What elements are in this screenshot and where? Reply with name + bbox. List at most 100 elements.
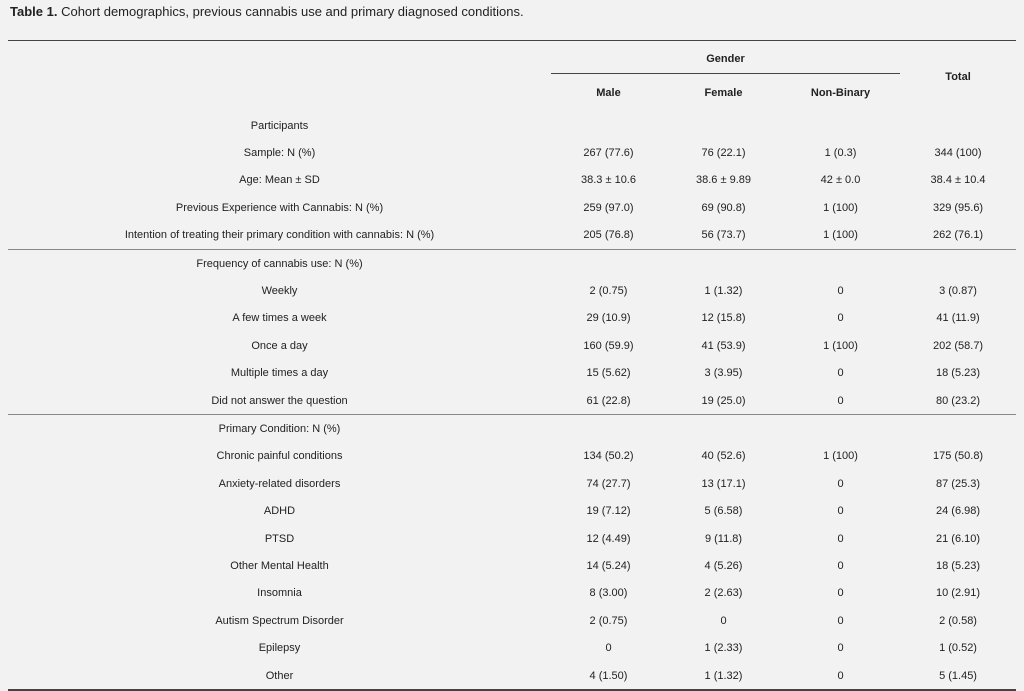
row-label: Once a day bbox=[251, 339, 308, 352]
total-value: 41 (11.9) bbox=[936, 312, 980, 325]
table-row: Chronic painful conditions 134 (50.2) 40 (… bbox=[8, 443, 1016, 470]
female-value: 13 (17.1) bbox=[701, 477, 746, 490]
female-value: 0 bbox=[720, 614, 727, 627]
row-label: Previous Experience with Cannabis: N (%) bbox=[175, 201, 384, 214]
table-row: Anxiety-related disorders 74 (27.7) 13 (17… bbox=[8, 470, 1016, 497]
nonbinary-value: 1 (100) bbox=[823, 201, 858, 214]
male-value: 2 (0.75) bbox=[589, 614, 628, 627]
nonbinary-value: 1 (100) bbox=[823, 450, 858, 463]
total-value: 1 (0.52) bbox=[939, 642, 977, 655]
female-value: 41 (53.9) bbox=[701, 339, 746, 352]
nonbinary-value: 1 (100) bbox=[823, 339, 858, 352]
total-value: 80 (23.2) bbox=[936, 394, 981, 407]
table-row: Previous Experience with Cannabis: N (%)… bbox=[8, 194, 1016, 221]
table-row: Sample: N (%) 267 (77.6) 76 (22.1) 1 (0.3) 3… bbox=[8, 139, 1016, 166]
male-value: 29 (10.9) bbox=[586, 312, 631, 325]
table-caption-label: Table 1. bbox=[10, 4, 58, 19]
gender-header: Gender bbox=[706, 53, 745, 65]
total-value: 10 (2.91) bbox=[936, 587, 981, 600]
total-value: 18 (5.23) bbox=[936, 367, 981, 380]
section-title: Frequency of cannabis use: N (%) bbox=[8, 248, 551, 278]
total-header: Total bbox=[945, 70, 971, 83]
row-label: Other Mental Health bbox=[230, 559, 329, 572]
nonbinary-value: 0 bbox=[837, 669, 844, 682]
nonbinary-value: 0 bbox=[837, 614, 844, 627]
total-value: 2 (0.58) bbox=[939, 614, 977, 627]
female-value: 1 (1.32) bbox=[704, 285, 743, 298]
row-label: ADHD bbox=[263, 505, 296, 518]
male-value: 2 (0.75) bbox=[589, 285, 628, 298]
row-label: Anxiety-related disorders bbox=[218, 477, 341, 490]
section-title: Participants bbox=[250, 119, 309, 132]
row-label: Intention of treating their primary cond… bbox=[124, 229, 435, 242]
nonbinary-value: 0 bbox=[837, 642, 844, 655]
female-value: 56 (73.7) bbox=[701, 229, 746, 242]
nonbinary-value: 42 ± 0.0 bbox=[820, 174, 861, 187]
table-row: Weekly 2 (0.75) 1 (1.32) 0 3 (0.87) bbox=[8, 277, 1016, 304]
row-label: Sample: N (%) bbox=[243, 147, 316, 160]
row-label: Autism Spectrum Disorder bbox=[215, 614, 344, 627]
female-value: 9 (11.8) bbox=[704, 532, 743, 545]
row-label: Other bbox=[265, 669, 294, 682]
total-value: 3 (0.87) bbox=[939, 285, 977, 298]
male-value: 8 (3.00) bbox=[589, 587, 628, 600]
nonbinary-value: 1 (0.3) bbox=[824, 147, 857, 160]
nonbinary-value: 0 bbox=[837, 505, 844, 518]
table-row: A few times a week 29 (10.9) 12 (15.8) 0 41 … bbox=[8, 305, 1016, 332]
nonbinary-value: 0 bbox=[837, 477, 844, 490]
male-value: 14 (5.24) bbox=[586, 559, 631, 572]
male-value: 12 (4.49) bbox=[586, 532, 631, 545]
row-label: Epilepsy bbox=[258, 642, 301, 655]
table-row: Once a day 160 (59.9) 41 (53.9) 1 (100) 202 … bbox=[8, 332, 1016, 359]
female-value: 1 (2.33) bbox=[704, 642, 743, 655]
male-value: 4 (1.50) bbox=[589, 669, 628, 682]
female-header: Female bbox=[704, 87, 743, 99]
total-value: 38.4 ± 10.4 bbox=[930, 174, 986, 187]
female-value: 19 (25.0) bbox=[701, 394, 746, 407]
total-value: 175 (50.8) bbox=[932, 450, 984, 463]
row-label: Chronic painful conditions bbox=[216, 450, 343, 463]
table-row: Insomnia 8 (3.00) 2 (2.63) 0 10 (2.91) bbox=[8, 580, 1016, 607]
table-row: Autism Spectrum Disorder 2 (0.75) 0 0 2 (0.5… bbox=[8, 607, 1016, 634]
table-row: Other 4 (1.50) 1 (1.32) 0 5 (1.45) bbox=[8, 662, 1016, 689]
row-label: Weekly bbox=[261, 285, 298, 298]
male-value: 74 (27.7) bbox=[586, 477, 631, 490]
female-value: 5 (6.58) bbox=[704, 505, 743, 518]
nonbinary-value: 0 bbox=[837, 285, 844, 298]
total-value: 262 (76.1) bbox=[932, 229, 984, 242]
table-caption: Table 1. Cohort demographics, previous c… bbox=[10, 4, 524, 19]
male-value: 205 (76.8) bbox=[583, 229, 634, 242]
total-value: 5 (1.45) bbox=[939, 669, 977, 682]
table-row: Epilepsy 0 1 (2.33) 0 1 (0.52) bbox=[8, 634, 1016, 661]
male-value: 160 (59.9) bbox=[583, 339, 634, 352]
total-value: 329 (95.6) bbox=[932, 201, 984, 214]
row-label: Age: Mean ± SD bbox=[239, 174, 320, 187]
male-value: 38.3 ± 10.6 bbox=[581, 174, 636, 187]
total-value: 202 (58.7) bbox=[932, 339, 984, 352]
section-title: Primary Condition: N (%) bbox=[8, 414, 551, 443]
section-title-row: Participants bbox=[8, 112, 1016, 139]
nonbinary-value: 0 bbox=[837, 587, 844, 600]
nonbinary-value: 0 bbox=[837, 559, 844, 572]
male-value: 0 bbox=[605, 642, 612, 655]
male-value: 15 (5.62) bbox=[586, 367, 631, 380]
demographics-table: Gender Total Male Female Non-Binary Part… bbox=[8, 40, 1017, 691]
nonbinary-value: 0 bbox=[837, 312, 844, 325]
female-value: 76 (22.1) bbox=[701, 147, 746, 160]
row-label: A few times a week bbox=[232, 312, 327, 325]
table-caption-text: Cohort demographics, previous cannabis u… bbox=[61, 4, 524, 19]
female-value: 2 (2.63) bbox=[704, 587, 743, 600]
total-value: 24 (6.98) bbox=[936, 505, 981, 518]
female-value: 1 (1.32) bbox=[704, 669, 743, 682]
male-value: 259 (97.0) bbox=[583, 201, 634, 214]
table-row: Other Mental Health 14 (5.24) 4 (5.26) 0 18 … bbox=[8, 552, 1016, 579]
male-header: Male bbox=[596, 87, 621, 99]
nonbinary-header: Non-Binary bbox=[810, 87, 871, 99]
total-value: 18 (5.23) bbox=[936, 559, 981, 572]
row-label: PTSD bbox=[264, 532, 295, 545]
table-row: Age: Mean ± SD 38.3 ± 10.6 38.6 ± 9.89 42 ±… bbox=[8, 167, 1016, 194]
male-value: 19 (7.12) bbox=[586, 505, 631, 518]
table-row: ADHD 19 (7.12) 5 (6.58) 0 24 (6.98) bbox=[8, 497, 1016, 524]
female-value: 4 (5.26) bbox=[704, 559, 743, 572]
row-label: Insomnia bbox=[257, 587, 302, 600]
